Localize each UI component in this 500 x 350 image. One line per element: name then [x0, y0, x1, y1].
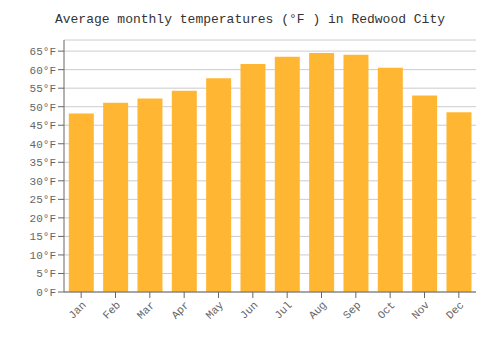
svg-text:Jan: Jan — [66, 299, 88, 321]
svg-text:35°F: 35°F — [30, 157, 56, 169]
svg-text:Dec: Dec — [444, 299, 466, 321]
svg-text:5°F: 5°F — [36, 268, 56, 280]
svg-text:Feb: Feb — [101, 299, 123, 321]
svg-text:May: May — [204, 299, 227, 322]
html-text:Average monthly temperatures (: Average monthly temperatures (°F ) in Re… — [55, 12, 445, 27]
svg-text:0°F: 0°F — [36, 287, 56, 299]
svg-text:60°F: 60°F — [30, 65, 56, 77]
svg-text:25°F: 25°F — [30, 194, 56, 206]
svg-text:Oct: Oct — [375, 299, 397, 321]
svg-text:10°F: 10°F — [30, 250, 56, 262]
svg-text:55°F: 55°F — [30, 83, 56, 95]
svg-text:40°F: 40°F — [30, 139, 56, 151]
svg-text:Mar: Mar — [135, 299, 157, 321]
svg-text:50°F: 50°F — [30, 102, 56, 114]
svg-text:Jun: Jun — [238, 299, 260, 321]
svg-text:Sep: Sep — [341, 299, 363, 321]
svg-text:Aug: Aug — [307, 299, 329, 321]
svg-text:65°F: 65°F — [30, 46, 56, 58]
svg-text:Jul: Jul — [272, 299, 294, 321]
svg-text:20°F: 20°F — [30, 213, 56, 225]
svg-text:Nov: Nov — [410, 299, 433, 322]
svg-text:15°F: 15°F — [30, 231, 56, 243]
svg-text:45°F: 45°F — [30, 120, 56, 132]
svg-text:30°F: 30°F — [30, 176, 56, 188]
svg-text:Apr: Apr — [169, 299, 191, 321]
